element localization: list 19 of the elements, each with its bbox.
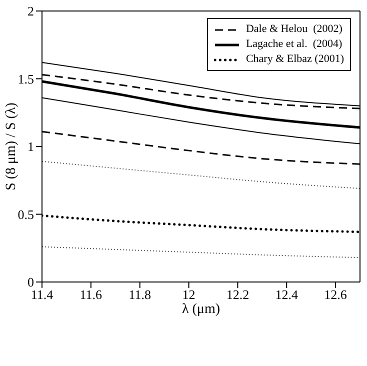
x-axis-title: λ (μm) — [182, 302, 220, 317]
legend-label: Dale & Helou (2002) — [246, 22, 342, 37]
y-tick-label: 1 — [28, 139, 34, 154]
line-series — [42, 160, 360, 190]
y-tick-label: 1.5 — [18, 71, 34, 86]
y-tick-label: 2 — [28, 4, 34, 19]
legend-label: Chary & Elbaz (2001) — [246, 52, 344, 67]
y-tick-label: 0 — [28, 274, 34, 290]
y-axis-title: S (8 μm) / S (λ) — [4, 102, 19, 190]
line-series — [42, 246, 360, 258]
x-tick-label: 12 — [182, 287, 196, 302]
x-tick-label: 12.6 — [324, 287, 348, 302]
legend-label: Lagache et al. (2004) — [246, 37, 342, 52]
x-tick-label: 12.4 — [275, 287, 298, 302]
y-tick-label: 0.5 — [18, 206, 34, 222]
x-tick-label: 12.2 — [226, 287, 250, 302]
x-tick-label: 11.6 — [80, 287, 103, 302]
x-tick-label: 11.4 — [30, 287, 54, 302]
x-tick-label: 11.8 — [128, 287, 151, 302]
